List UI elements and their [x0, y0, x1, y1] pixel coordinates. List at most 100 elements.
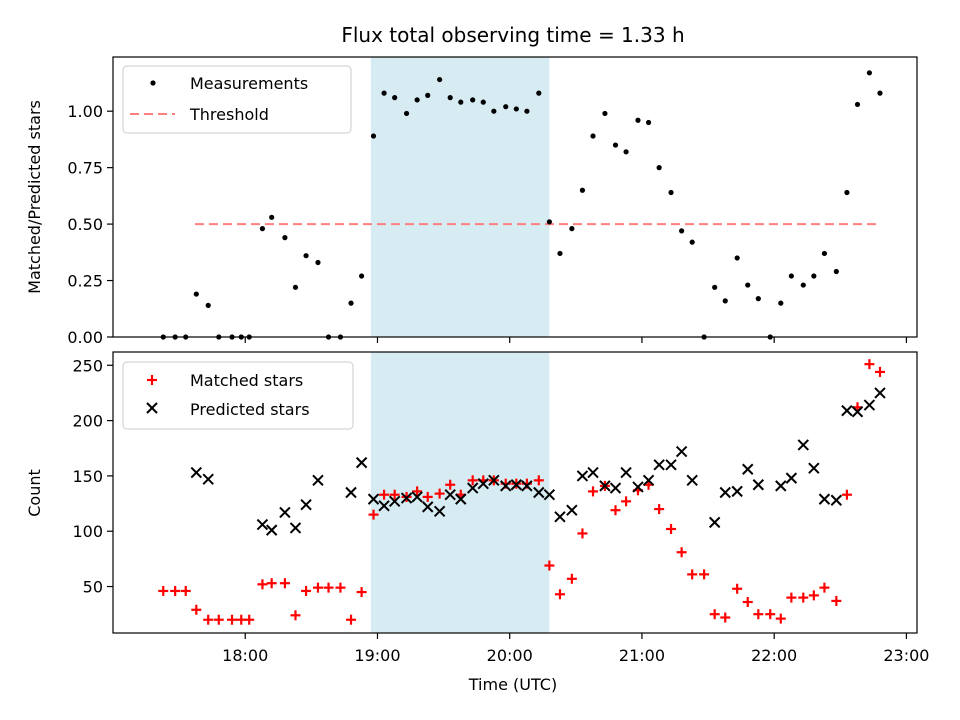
top-x-ticks [244, 337, 908, 343]
matched-star-point [621, 496, 632, 507]
measurement-point [668, 189, 674, 196]
measurement-point [745, 282, 751, 288]
legend-label-threshold: Threshold [189, 105, 269, 124]
measurement-point [470, 97, 476, 103]
measurement-point [778, 300, 784, 306]
matched-star-point [335, 582, 346, 593]
matched-star-point [412, 486, 423, 497]
predicted-star-point [731, 485, 743, 498]
predicted-star-point [599, 480, 611, 492]
predicted-star-point [190, 466, 203, 479]
measurement-point [844, 189, 850, 196]
measurement-point [590, 133, 596, 139]
measurement-point [788, 273, 794, 279]
top-ytick-label: 0.25 [67, 272, 103, 291]
predicted-star-point [300, 498, 312, 511]
predicted-star-point [830, 494, 843, 506]
matched-star-point [445, 479, 456, 490]
xtick-label: 18:00 [222, 646, 268, 665]
matched-star-point [874, 366, 885, 377]
matched-star-point [753, 609, 764, 620]
predicted-star-point [202, 473, 214, 485]
bottom-ytick-label: 250 [72, 356, 103, 375]
matched-star-point [227, 614, 238, 625]
matched-star-point [257, 579, 268, 590]
top-panel: 0.00 0.25 0.50 0.75 1.00 Matched/Predicted s… [25, 56, 918, 347]
top-ytick-label: 0.75 [67, 159, 103, 178]
matched-star-point [180, 585, 191, 596]
predicted-star-point [510, 479, 523, 491]
matched-star-point [301, 585, 312, 596]
matched-stars-series [158, 359, 885, 625]
bottom-panel-frame [112, 351, 918, 634]
legend-label-predicted: Predicted stars [190, 400, 310, 419]
xtick-label: 19:00 [354, 646, 400, 665]
predicted-star-point [576, 470, 589, 482]
predicted-star-point [609, 482, 622, 494]
matched-star-point [544, 560, 555, 571]
measurement-point [854, 101, 861, 108]
predicted-star-point [388, 495, 401, 508]
matched-star-point [775, 613, 786, 624]
predicted-star-point [378, 500, 390, 512]
matched-star-point [841, 489, 852, 500]
measurement-point [821, 250, 828, 257]
bottom-ytick-label: 100 [72, 522, 103, 541]
measurement-point [205, 302, 211, 308]
matched-star-point [720, 612, 731, 623]
matched-star-point [786, 592, 797, 603]
measurement-point [269, 214, 275, 220]
legend-label-matched: Matched stars [190, 371, 303, 390]
predicted-star-point [708, 516, 721, 529]
predicted-star-point [289, 522, 302, 534]
predicted-star-point [345, 486, 357, 499]
matched-star-point [203, 614, 214, 625]
xtick-label: 23:00 [883, 646, 929, 665]
measurement-point [623, 149, 629, 155]
predicted-star-point [742, 463, 754, 475]
measurement-point [557, 250, 563, 257]
matched-star-point [819, 582, 830, 593]
predicted-star-point [874, 387, 886, 399]
predicted-star-point [477, 477, 489, 490]
matched-star-point [687, 569, 698, 580]
measurement-point [370, 133, 377, 139]
measurement-point [259, 226, 266, 232]
predicted-star-point [642, 474, 655, 487]
predicted-star-point [500, 480, 512, 492]
matched-star-point [170, 585, 181, 596]
matched-star-point [610, 505, 621, 516]
measurement-point [602, 110, 608, 117]
matched-star-point [699, 569, 710, 580]
xtick-label: 20:00 [487, 646, 533, 665]
predicted-star-point [752, 479, 765, 491]
measurement-point [833, 268, 839, 275]
measurement-point [381, 90, 387, 96]
predicted-star-point [566, 504, 578, 516]
predicted-star-point [279, 506, 291, 519]
legend-marker-predicted [146, 402, 158, 414]
matched-star-point [158, 585, 169, 596]
measurement-point [392, 95, 398, 101]
matched-star-point [533, 475, 544, 486]
legend-marker-measurements [150, 80, 156, 86]
predicted-star-point [675, 445, 688, 458]
measurement-point [722, 298, 728, 304]
predicted-star-point [521, 480, 533, 492]
predicted-star-point [312, 474, 324, 487]
measurement-point [755, 296, 761, 302]
matched-star-point [864, 359, 875, 370]
matched-star-point [356, 587, 367, 598]
matched-star-point [588, 486, 599, 497]
matched-star-point [577, 528, 588, 539]
measurement-point [679, 228, 685, 234]
matched-star-point [434, 488, 445, 499]
measurement-point [491, 108, 497, 114]
matched-star-point [654, 504, 665, 515]
xtick-label: 21:00 [619, 646, 665, 665]
bottom-y-axis-label: Count [25, 469, 44, 517]
predicted-star-point [851, 406, 864, 418]
top-ytick-label: 0.00 [67, 328, 103, 347]
matched-star-point [566, 573, 577, 584]
predicted-star-point [400, 492, 413, 504]
